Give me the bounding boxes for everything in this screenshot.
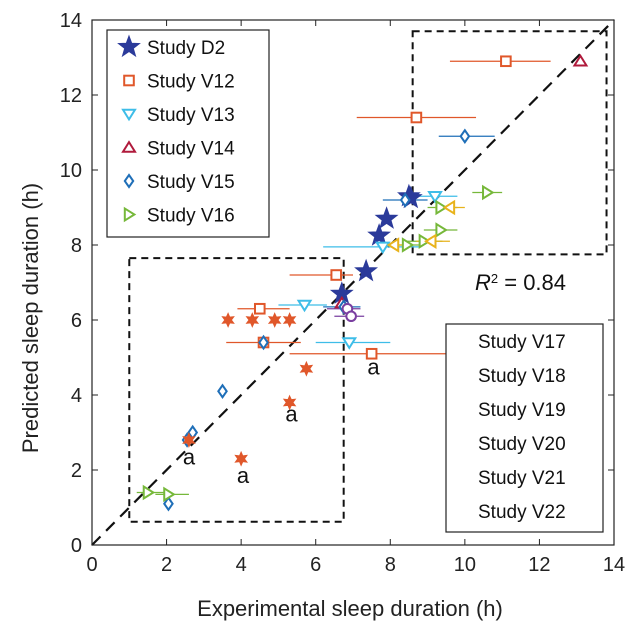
- data-point: [401, 237, 415, 253]
- legend-extra-label: Study V17: [478, 332, 566, 353]
- x-tick-label: 6: [310, 554, 321, 576]
- legend-label: Study V12: [147, 72, 235, 93]
- data-point: [399, 192, 411, 208]
- x-tick-label: 14: [603, 554, 625, 576]
- data-point: [253, 302, 266, 315]
- data-point: [221, 312, 235, 328]
- data-point: [282, 394, 297, 411]
- x-tick-label: 8: [385, 554, 396, 576]
- x-axis-label: Experimental sleep duration (h): [197, 596, 503, 621]
- legend-extra-label: Study V22: [478, 502, 566, 523]
- data-point: [341, 337, 358, 350]
- data-point: [245, 312, 260, 328]
- r2-value: = 0.84: [498, 270, 566, 295]
- y-tick-label: 6: [71, 310, 82, 332]
- data-point: [482, 184, 495, 201]
- data-point: [424, 233, 437, 250]
- r2-annotation: R2 = 0.84: [475, 270, 566, 295]
- point-annotation: a: [237, 463, 250, 488]
- data-point: [142, 484, 156, 501]
- legend-extra-label: Study V18: [478, 366, 566, 387]
- highlight-box: [411, 30, 608, 256]
- data-point: [163, 486, 176, 503]
- legend-marker: [121, 140, 137, 153]
- legend-extra-label: Study V20: [478, 434, 566, 455]
- data-point: [258, 334, 269, 351]
- legend-extra-label: Study V21: [478, 468, 566, 489]
- data-point: [267, 312, 282, 328]
- y-tick-label: 0: [71, 535, 82, 557]
- legend-marker: [121, 108, 137, 122]
- point-annotation: a: [367, 354, 380, 379]
- data-point: [282, 312, 297, 328]
- x-tick-label: 10: [454, 554, 476, 576]
- y-tick-label: 12: [60, 85, 82, 107]
- x-tick-label: 12: [528, 554, 550, 576]
- x-tick-label: 0: [86, 554, 97, 576]
- data-point: [435, 222, 448, 238]
- data-point: [500, 55, 512, 68]
- legend-marker: [123, 74, 135, 87]
- legend-extra-label: Study V19: [478, 400, 566, 421]
- data-point: [375, 241, 391, 255]
- data-point: [330, 269, 343, 281]
- y-axis-label: Predicted sleep duration (h): [18, 183, 43, 453]
- data-point: [435, 199, 448, 216]
- data-point: [374, 206, 399, 229]
- data-point: [410, 111, 423, 124]
- legend-label: Study V13: [147, 105, 235, 126]
- data-point: [182, 432, 196, 448]
- y-tick-label: 2: [71, 460, 82, 482]
- legend-marker: [123, 206, 137, 223]
- legend-label: Study D2: [147, 38, 225, 59]
- y-tick-label: 8: [71, 235, 82, 257]
- legend-marker: [123, 173, 135, 189]
- y-tick-label: 14: [60, 10, 82, 32]
- r2-exponent: 2: [491, 271, 498, 286]
- data-point: [459, 128, 471, 144]
- point-annotation: a: [285, 401, 298, 426]
- data-point: [572, 53, 589, 67]
- x-tick-label: 2: [161, 554, 172, 576]
- data-point: [398, 185, 423, 209]
- legend-label: Study V14: [147, 139, 235, 160]
- y-tick-label: 10: [60, 160, 82, 182]
- data-point: [367, 223, 391, 246]
- data-point: [299, 360, 314, 377]
- legend-box: [106, 29, 270, 238]
- plot-area: [91, 19, 615, 546]
- data-point: [217, 383, 228, 399]
- data-point: [354, 258, 378, 282]
- data-point: [234, 450, 249, 467]
- data-point: [386, 237, 400, 253]
- data-point: [163, 496, 174, 512]
- legend-label: Study V15: [147, 172, 235, 193]
- identity-line: [91, 19, 615, 546]
- y-tick-label: 4: [71, 385, 82, 407]
- data-point: [442, 199, 456, 216]
- data-point: [365, 347, 378, 360]
- r2-symbol: R: [475, 270, 491, 295]
- data-point: [296, 299, 313, 313]
- data-point: [427, 191, 443, 204]
- x-tick-label: 4: [236, 554, 247, 576]
- point-annotation: a: [183, 444, 196, 469]
- legend-extra-box: [445, 323, 604, 533]
- data-point: [345, 310, 357, 323]
- legend-marker: [117, 34, 141, 58]
- legend-label: Study V16: [147, 206, 235, 227]
